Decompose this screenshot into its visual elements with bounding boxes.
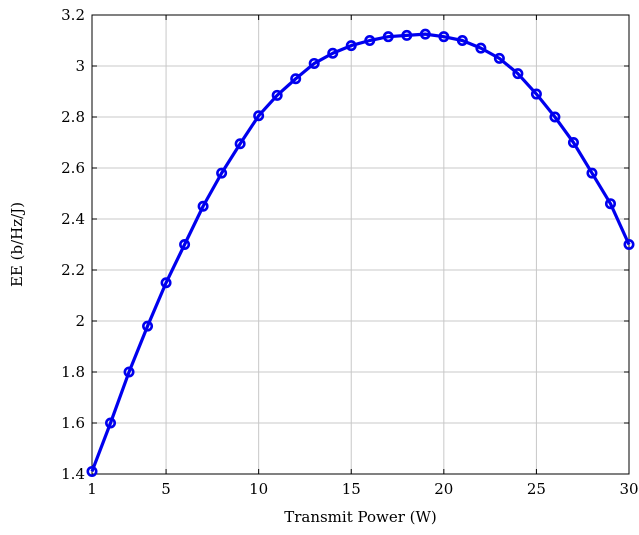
series-layer	[86, 28, 635, 477]
y-tick-label: 1.4	[61, 465, 85, 483]
y-tick-label: 2.2	[61, 261, 85, 279]
x-tick-label: 15	[342, 480, 361, 498]
y-tick-label: 2	[75, 312, 85, 330]
data-point	[475, 42, 487, 54]
data-point	[142, 320, 154, 332]
data-point	[549, 111, 561, 123]
y-tick-label: 2.8	[61, 108, 85, 126]
x-axis-title: Transmit Power (W)	[284, 508, 437, 526]
data-point	[419, 28, 431, 40]
x-tick-label: 10	[249, 480, 268, 498]
data-point	[512, 68, 524, 80]
data-point	[253, 110, 265, 122]
y-tick-label: 2.4	[61, 210, 85, 228]
data-point	[401, 29, 413, 41]
data-point	[586, 167, 598, 179]
x-tick-label: 25	[527, 480, 546, 498]
data-point	[123, 366, 135, 378]
data-point	[364, 34, 376, 46]
data-point	[493, 52, 505, 64]
data-point	[216, 167, 228, 179]
data-point	[456, 34, 468, 46]
data-point	[160, 277, 172, 289]
data-point	[234, 138, 246, 150]
data-point	[623, 239, 635, 251]
y-tick-label: 3	[75, 57, 85, 75]
data-point	[197, 200, 209, 212]
data-point	[438, 31, 450, 43]
data-point	[105, 417, 117, 429]
data-point	[567, 137, 579, 149]
data-point	[290, 73, 302, 85]
axis-ticks: 1 5 10 15 20 25 301.41.61.822.22.42.62.833.2	[61, 6, 638, 498]
data-point	[86, 465, 98, 477]
x-tick-label: 20	[434, 480, 453, 498]
data-point	[308, 57, 320, 69]
x-tick-label: 30	[619, 480, 638, 498]
y-tick-label: 2.6	[61, 159, 85, 177]
data-point	[327, 47, 339, 59]
x-tick-label: 1	[87, 480, 97, 498]
data-point	[604, 198, 616, 210]
plot-frame	[91, 14, 630, 475]
y-tick-label: 1.6	[61, 414, 85, 432]
series-line	[90, 32, 631, 473]
grid	[91, 14, 630, 475]
y-axis-title: EE (b/Hz/J)	[8, 202, 26, 287]
data-point	[382, 31, 394, 43]
y-tick-label: 3.2	[61, 6, 85, 24]
data-point	[345, 40, 357, 52]
data-point	[271, 89, 283, 101]
y-tick-label: 1.8	[61, 363, 85, 381]
x-tick-label: 5	[161, 480, 171, 498]
data-point	[179, 239, 191, 251]
data-point	[530, 88, 542, 100]
